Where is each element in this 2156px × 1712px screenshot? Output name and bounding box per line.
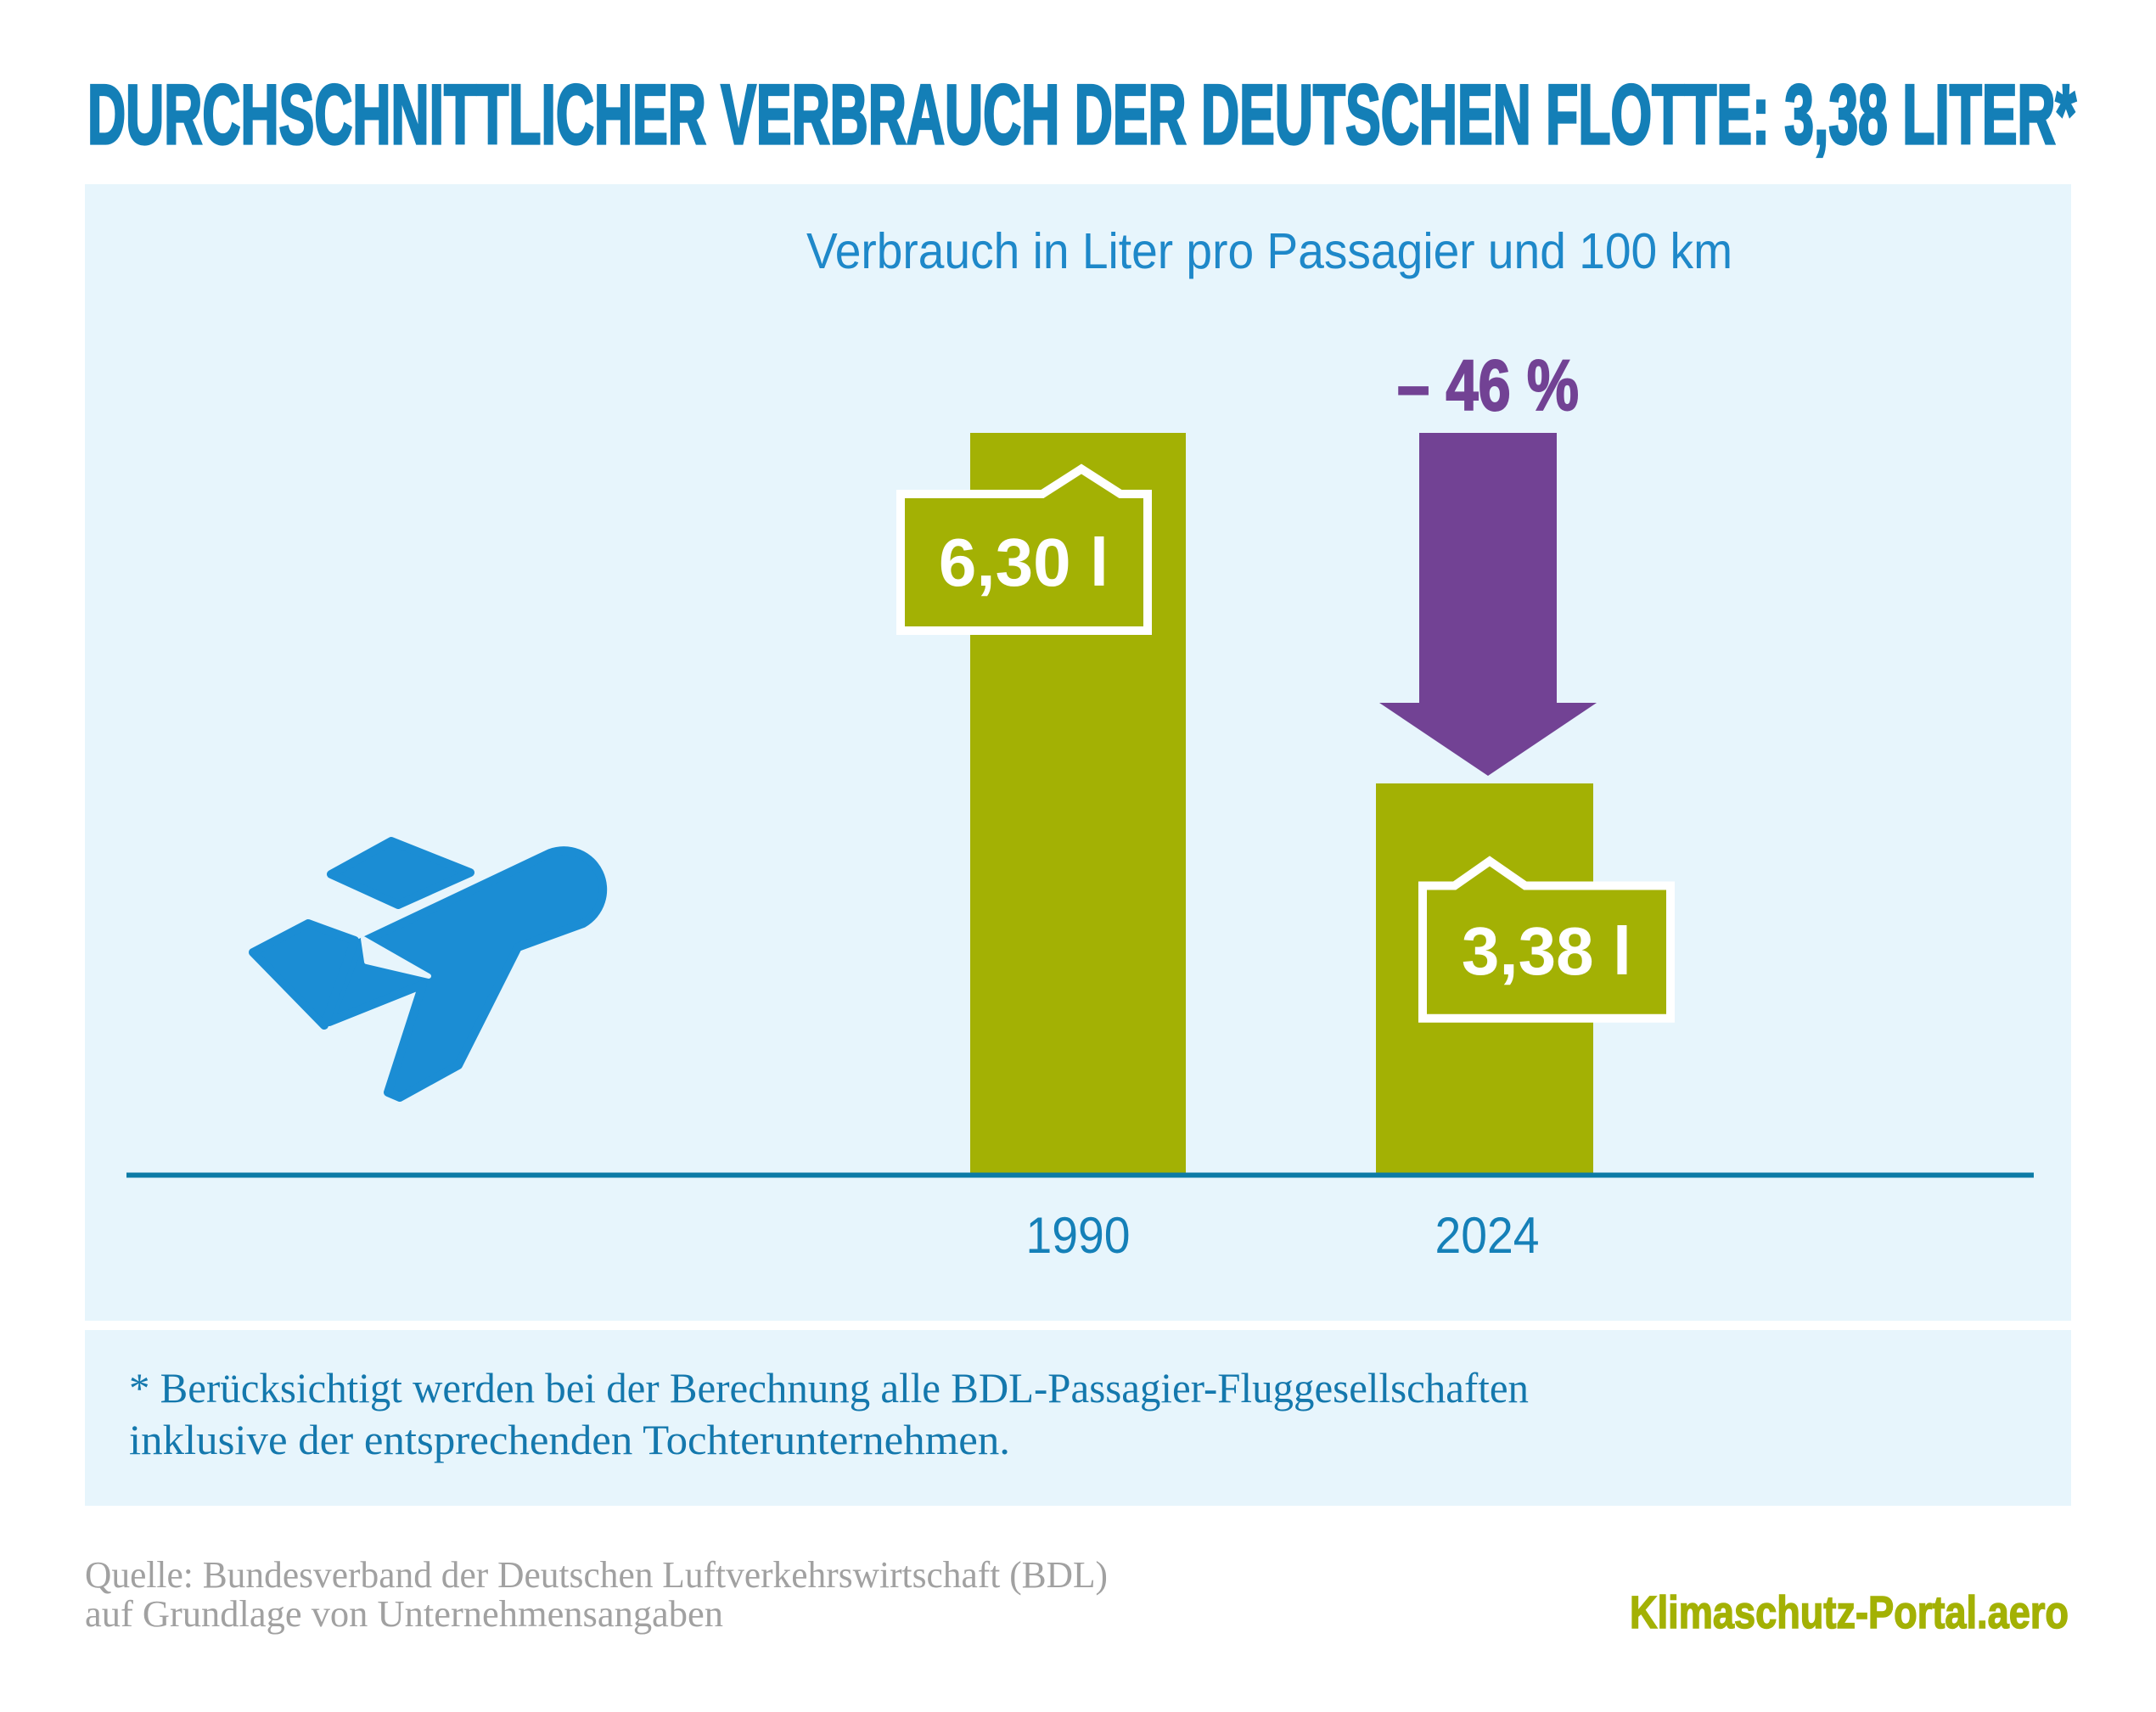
svg-text:auf Grundlage von Unternehmens: auf Grundlage von Unternehmensangaben [85, 1593, 723, 1635]
svg-text:Quelle: Bundesverband der Deut: Quelle: Bundesverband der Deutschen Luft… [85, 1554, 1108, 1596]
svg-text:Klimaschutz-Portal.aero: Klimaschutz-Portal.aero [1630, 1588, 2069, 1638]
svg-text:1990: 1990 [1026, 1207, 1131, 1264]
svg-text:3,38 l: 3,38 l [1462, 913, 1631, 989]
svg-text:Verbrauch in Liter pro Passagi: Verbrauch in Liter pro Passagier und 100… [806, 223, 1732, 279]
svg-text:2024: 2024 [1435, 1207, 1540, 1264]
svg-text:6,30 l: 6,30 l [939, 525, 1109, 600]
svg-text:inklusive der entsprechenden T: inklusive der entsprechenden Tochterunte… [129, 1416, 1010, 1463]
svg-text:DURCHSCHNITTLICHER VERBRAUCH D: DURCHSCHNITTLICHER VERBRAUCH DER DEUTSCH… [87, 67, 2076, 161]
svg-text:– 46 %: – 46 % [1397, 345, 1579, 425]
svg-text:* Berücksichtigt werden bei de: * Berücksichtigt werden bei der Berechnu… [129, 1364, 1529, 1412]
